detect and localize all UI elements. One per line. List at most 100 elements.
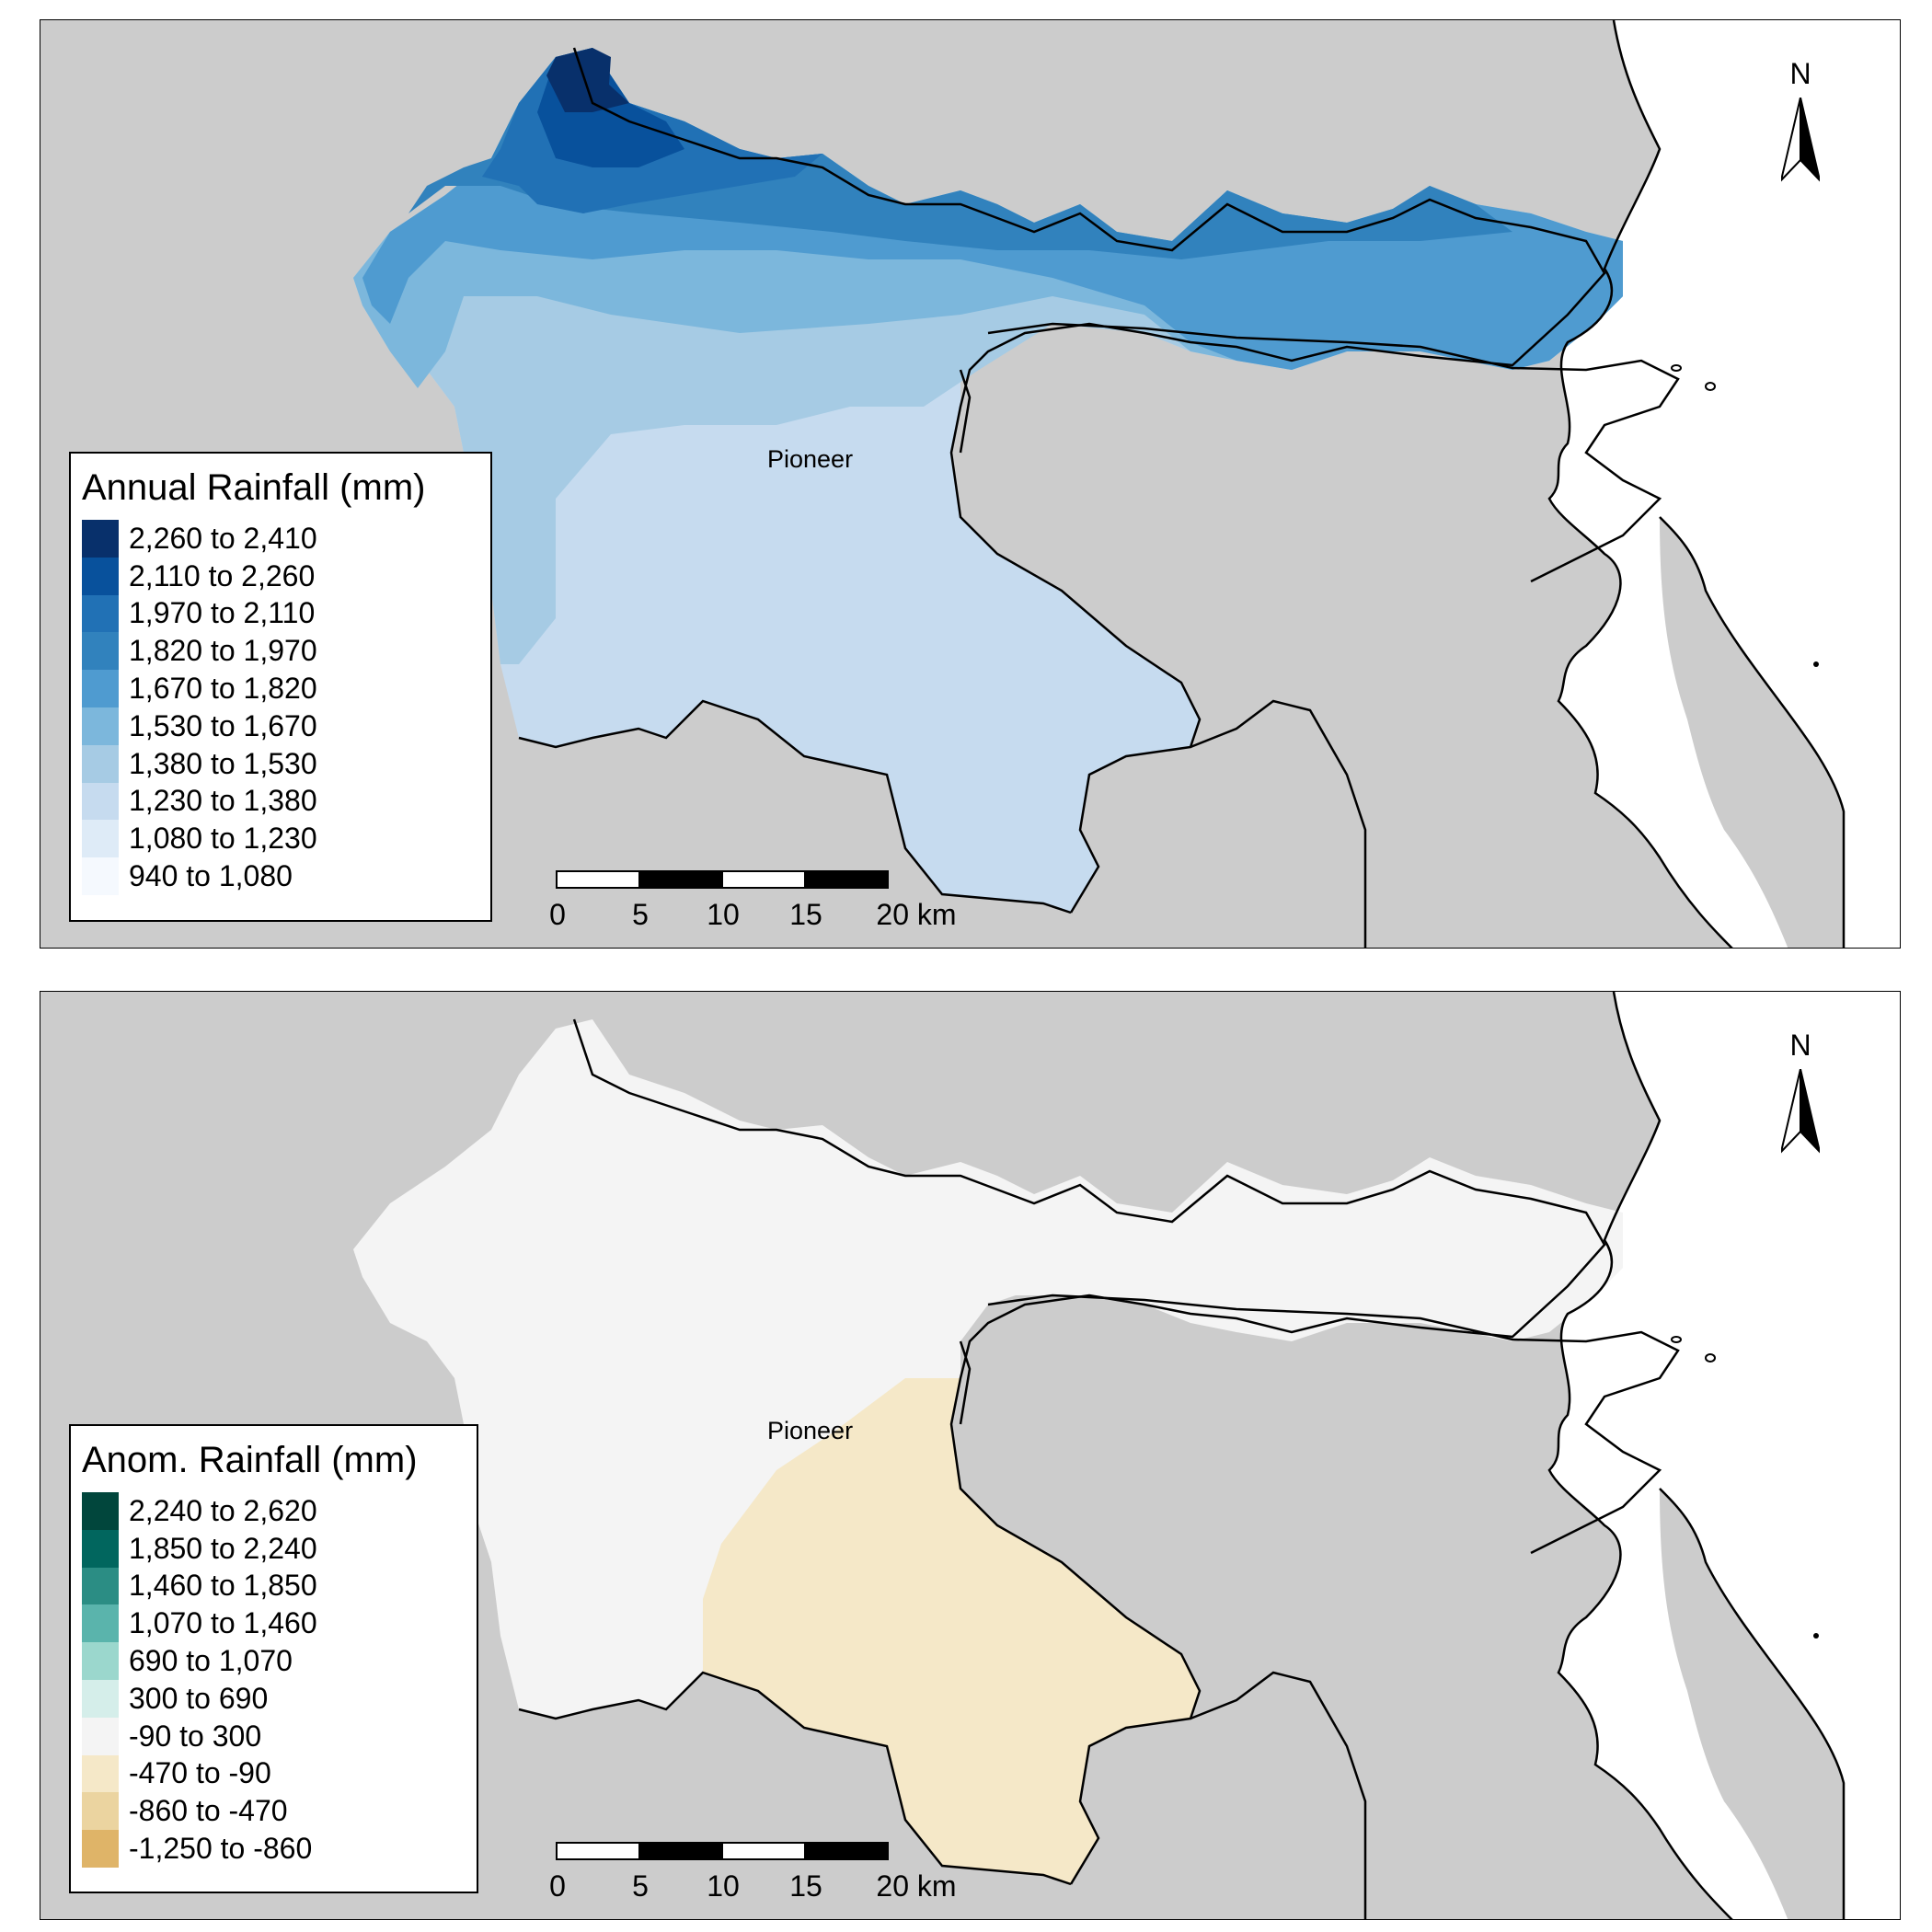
legend-swatch [82, 1567, 119, 1605]
scale-segment [721, 1842, 806, 1860]
legend-swatch [82, 1642, 119, 1680]
scale-tick-label: 10 [707, 1869, 740, 1903]
legend-items: 2,260 to 2,410 2,110 to 2,260 1,970 to 2,1… [82, 520, 479, 895]
catchment-boundary [572, 1018, 1606, 1885]
scale-segment [556, 1842, 640, 1860]
coastline [1547, 992, 1733, 1919]
legend-item: 1,850 to 2,240 [82, 1529, 466, 1568]
scale-tick-label: 20 km [876, 1869, 957, 1903]
legend-label: 1,850 to 2,240 [129, 1531, 317, 1565]
legend-label: 1,070 to 1,460 [129, 1606, 317, 1640]
legend-item: 1,970 to 2,110 [82, 594, 479, 633]
scale-segment [638, 1842, 723, 1860]
catchment-boundary [572, 47, 1606, 914]
island [1671, 1336, 1682, 1343]
scale-tick-label: 20 km [876, 898, 957, 931]
legend-swatch [82, 1529, 119, 1568]
legend-swatch [82, 707, 119, 745]
scale-tick-label: 0 [549, 1869, 566, 1903]
legend-label: -90 to 300 [129, 1719, 262, 1753]
catchment-boundary-south [518, 1671, 1072, 1886]
legend-swatch [82, 1792, 119, 1831]
island [1705, 382, 1716, 391]
legend-item: 690 to 1,070 [82, 1642, 466, 1680]
north-arrow-icon [1781, 1069, 1820, 1154]
rainfall-band-1820 [408, 48, 1512, 259]
legend-item: 1,530 to 1,670 [82, 707, 479, 745]
legend-item: 2,260 to 2,410 [82, 520, 479, 558]
north-arrow: N [1777, 57, 1823, 195]
legend-title: Annual Rainfall (mm) [82, 467, 426, 508]
river-line [987, 322, 1680, 583]
scale-segment [804, 870, 889, 889]
legend-item: -90 to 300 [82, 1717, 466, 1755]
legend-label: 2,260 to 2,410 [129, 521, 317, 555]
legend-item: 1,080 to 1,230 [82, 820, 479, 858]
legend-label: 1,230 to 1,380 [129, 784, 317, 818]
scale-tick-label: 0 [549, 898, 566, 931]
rainfall-band-2260 [546, 48, 629, 112]
catchment-raster-base [353, 1019, 1623, 1884]
legend-swatch [82, 1492, 119, 1530]
legend-label: 1,530 to 1,670 [129, 708, 317, 742]
legend-swatch [82, 1754, 119, 1793]
legend-label: 1,080 to 1,230 [129, 822, 317, 856]
legend-item: 1,820 to 1,970 [82, 632, 479, 671]
scale-tick-label: 5 [632, 1869, 649, 1903]
scale-bar: 0 5 10 15 20 km [549, 870, 957, 944]
legend-swatch [82, 594, 119, 633]
legend-item: 1,380 to 1,530 [82, 744, 479, 783]
legend-swatch [82, 670, 119, 707]
legend-label: 1,380 to 1,530 [129, 746, 317, 780]
legend-swatch [82, 744, 119, 783]
north-label: N [1789, 57, 1811, 90]
coastline-southeast [1659, 1488, 1846, 1919]
legend-item: 2,240 to 2,620 [82, 1492, 466, 1530]
legend-item: 1,460 to 1,850 [82, 1567, 466, 1605]
legend-swatch [82, 820, 119, 858]
legend-label: 1,970 to 2,110 [129, 596, 316, 630]
legend-label: 690 to 1,070 [129, 1644, 293, 1678]
district-boundary [959, 369, 1367, 948]
legend-swatch [82, 857, 119, 895]
annual-rainfall-map-panel: Pioneer N 0 5 10 15 20 km Annual Rainfal… [40, 19, 1901, 949]
coastline [1547, 20, 1733, 948]
anomaly-rainfall-map-panel: Pioneer N 0 5 10 15 20 km Anom. Rainfall… [40, 991, 1901, 1920]
legend-swatch [82, 632, 119, 671]
legend-swatch [82, 1717, 119, 1755]
legend-swatch [82, 782, 119, 821]
island [1671, 364, 1682, 372]
anomaly-band-470 [703, 1378, 1200, 1884]
legend-swatch [82, 1830, 119, 1868]
land-mass-southeast [1660, 517, 1844, 948]
north-arrow: N [1777, 1029, 1823, 1167]
island [1813, 1633, 1819, 1639]
place-label-pioneer: Pioneer [767, 1417, 854, 1444]
legend-label: -860 to -470 [129, 1794, 288, 1828]
island [1813, 661, 1819, 667]
scale-segment [638, 870, 723, 889]
legend-item: -1,250 to -860 [82, 1830, 466, 1868]
legend-label: 940 to 1,080 [129, 859, 293, 893]
legend-swatch [82, 1604, 119, 1643]
river-line [987, 1294, 1680, 1555]
legend-label: 300 to 690 [129, 1681, 269, 1715]
legend-item: 1,670 to 1,820 [82, 670, 479, 707]
north-label: N [1789, 1029, 1811, 1062]
legend: Anom. Rainfall (mm) 2,240 to 2,620 1,850 … [69, 1424, 478, 1893]
legend-item: 1,070 to 1,460 [82, 1604, 466, 1643]
land-mass-southeast [1660, 1489, 1844, 1919]
legend-label: 2,240 to 2,620 [129, 1493, 317, 1527]
legend-label: 1,820 to 1,970 [129, 634, 317, 668]
legend-item: -470 to -90 [82, 1754, 466, 1793]
island [1705, 1353, 1716, 1363]
legend-label: 1,670 to 1,820 [129, 672, 317, 706]
scale-tick-label: 5 [632, 898, 649, 931]
north-arrow-icon [1781, 98, 1820, 182]
legend-swatch [82, 557, 119, 595]
legend-item: 1,230 to 1,380 [82, 782, 479, 821]
legend-label: -470 to -90 [129, 1756, 271, 1790]
place-label-pioneer: Pioneer [767, 445, 854, 473]
legend-title: Anom. Rainfall (mm) [82, 1440, 418, 1480]
legend-swatch [82, 1679, 119, 1718]
